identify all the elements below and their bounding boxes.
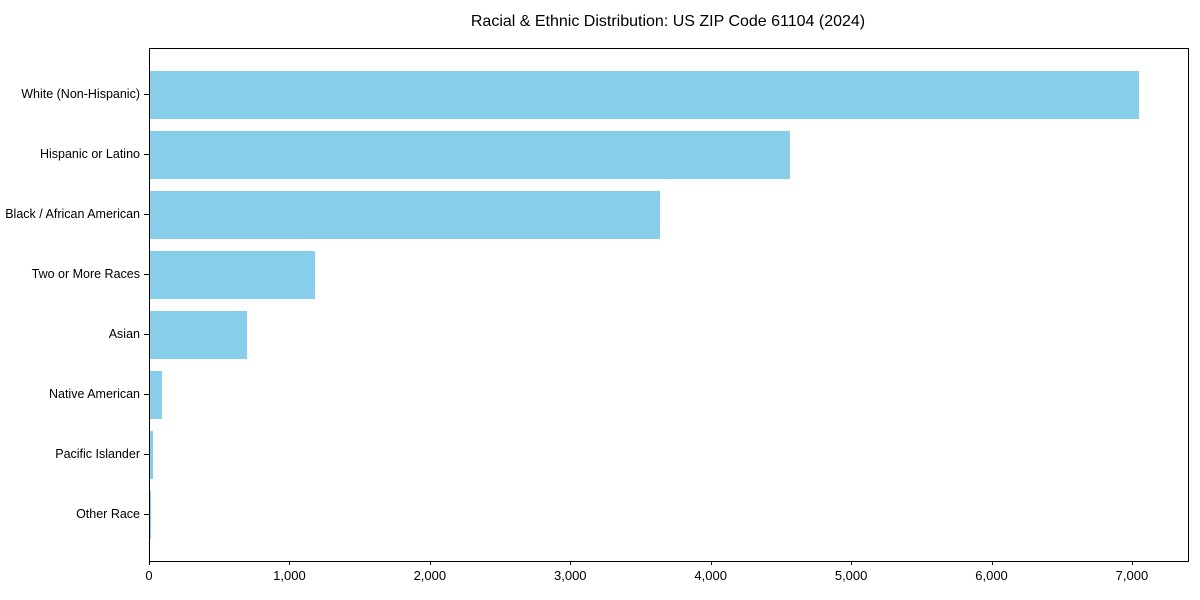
bar-hispanic-or-latino xyxy=(150,131,791,180)
x-tick-label: 1,000 xyxy=(273,568,306,583)
x-tick-mark xyxy=(570,561,572,565)
x-tick-label: 3,000 xyxy=(553,568,587,583)
bar-white-non-hispanic xyxy=(150,71,1139,120)
bar-black-african-american xyxy=(150,191,660,240)
x-tick-label: 4,000 xyxy=(694,568,727,583)
y-tick-label: Native American xyxy=(48,386,140,401)
y-tick-label: White (Non-Hispanic) xyxy=(21,87,140,102)
bar-other-race xyxy=(150,490,151,539)
y-tick-label: Other Race xyxy=(76,506,140,521)
y-tick-mark xyxy=(144,274,149,276)
y-tick-mark xyxy=(144,333,149,335)
bar-native-american xyxy=(150,370,162,419)
x-tick-label: 5,000 xyxy=(834,568,868,583)
x-tick-label: 7,000 xyxy=(1115,568,1149,583)
plot-area xyxy=(149,48,1189,562)
y-tick-label: Hispanic or Latino xyxy=(39,147,140,162)
y-tick-mark xyxy=(144,94,149,96)
y-tick-mark xyxy=(144,393,149,395)
x-tick-mark xyxy=(1131,561,1133,565)
y-tick-label: Black / African American xyxy=(5,207,140,222)
y-tick-label: Two or More Races xyxy=(31,267,140,282)
bar-two-or-more-races xyxy=(150,251,315,299)
x-tick-mark xyxy=(991,561,993,565)
y-tick-mark xyxy=(144,154,149,156)
y-tick-mark xyxy=(144,453,149,455)
y-tick-label: Pacific Islander xyxy=(55,446,140,461)
x-tick-mark xyxy=(710,561,712,565)
x-tick-label: 0 xyxy=(145,568,153,583)
chart-title: Racial & Ethnic Distribution: US ZIP Cod… xyxy=(470,13,866,30)
x-tick-mark xyxy=(149,561,150,565)
y-tick-mark xyxy=(144,214,149,216)
bar-pacific-islander xyxy=(150,430,153,479)
y-tick-label: Asian xyxy=(108,326,140,341)
x-tick-mark xyxy=(851,561,853,565)
x-tick-mark xyxy=(429,561,431,565)
y-tick-mark xyxy=(144,513,149,515)
bar-asian xyxy=(150,310,247,359)
x-tick-mark xyxy=(289,561,291,565)
x-tick-label: 6,000 xyxy=(975,568,1008,583)
x-tick-label: 2,000 xyxy=(413,568,447,583)
